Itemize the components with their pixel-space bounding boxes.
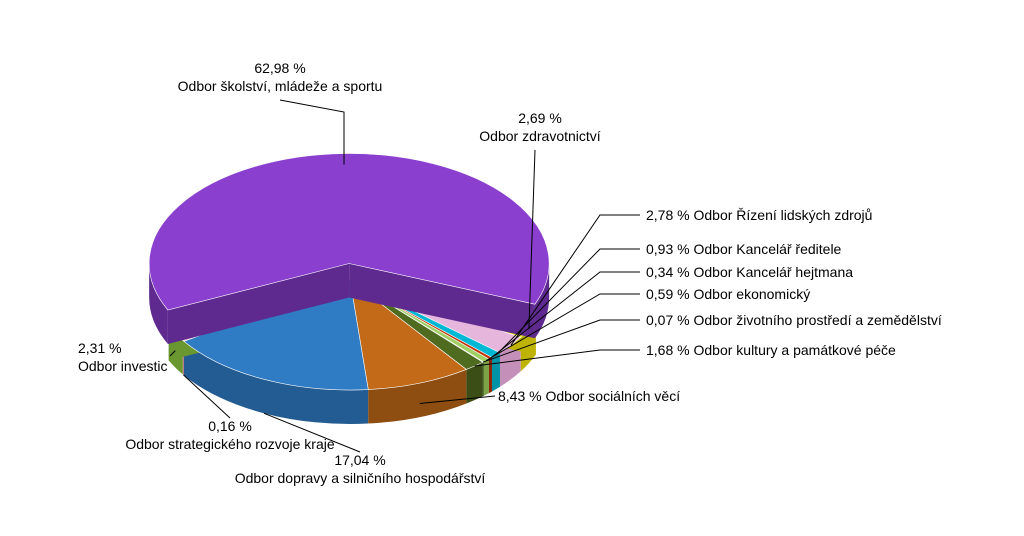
label-text: Odbor zdravotnictví [455,128,625,146]
label-text: 8,43 % [498,388,542,404]
label-text: Odbor životního prostředí a zemědělství [693,312,941,328]
label-text: 17,04 % [210,452,510,470]
label-hejtman: 0,34 % Odbor Kancelář hejtmana [646,264,853,282]
label-text: 2,31 % [78,340,167,358]
label-hr: 2,78 % Odbor Řízení lidských zdrojů [646,207,872,225]
label-text: 0,34 % [646,264,690,280]
label-text: Odbor sociálních věcí [545,388,680,404]
label-text: Odbor Kancelář ředitele [693,241,841,257]
label-strategie: 0,16 % Odbor strategického rozvoje kraje [110,418,350,453]
label-text: 2,78 % [646,207,690,223]
label-text: Odbor strategického rozvoje kraje [110,436,350,454]
label-socialni: 8,43 % Odbor sociálních věcí [498,388,680,406]
label-text: Odbor investic [78,358,167,376]
label-text: 0,07 % [646,312,690,328]
label-text: 1,68 % [646,342,690,358]
label-text: 0,93 % [646,241,690,257]
label-zdravotnictvi: 2,69 % Odbor zdravotnictví [455,110,625,145]
label-text: Odbor Kancelář hejtmana [693,264,853,280]
label-skolstvi: 62,98 % Odbor školství, mládeže a sportu [120,60,440,95]
label-text: 0,59 % [646,286,690,302]
label-kultura: 1,68 % Odbor kultury a památkové péče [646,342,896,360]
label-doprava: 17,04 % Odbor dopravy a silničního hospo… [210,452,510,487]
label-text: 0,16 % [110,418,350,436]
label-investice: 2,31 % Odbor investic [78,340,167,375]
label-zivotni: 0,07 % Odbor životního prostředí a zeměd… [646,312,942,330]
label-text: Odbor školství, mládeže a sportu [120,78,440,96]
label-text: 62,98 % [120,60,440,78]
label-text: 2,69 % [455,110,625,128]
label-text: Odbor ekonomický [693,286,810,302]
label-text: Odbor dopravy a silničního hospodářství [210,470,510,488]
label-text: Odbor Řízení lidských zdrojů [693,207,872,223]
label-text: Odbor kultury a památkové péče [693,342,895,358]
chart-stage: 62,98 % Odbor školství, mládeže a sportu… [0,0,1024,536]
label-reditel: 0,93 % Odbor Kancelář ředitele [646,241,841,259]
label-ekonomicky: 0,59 % Odbor ekonomický [646,286,810,304]
